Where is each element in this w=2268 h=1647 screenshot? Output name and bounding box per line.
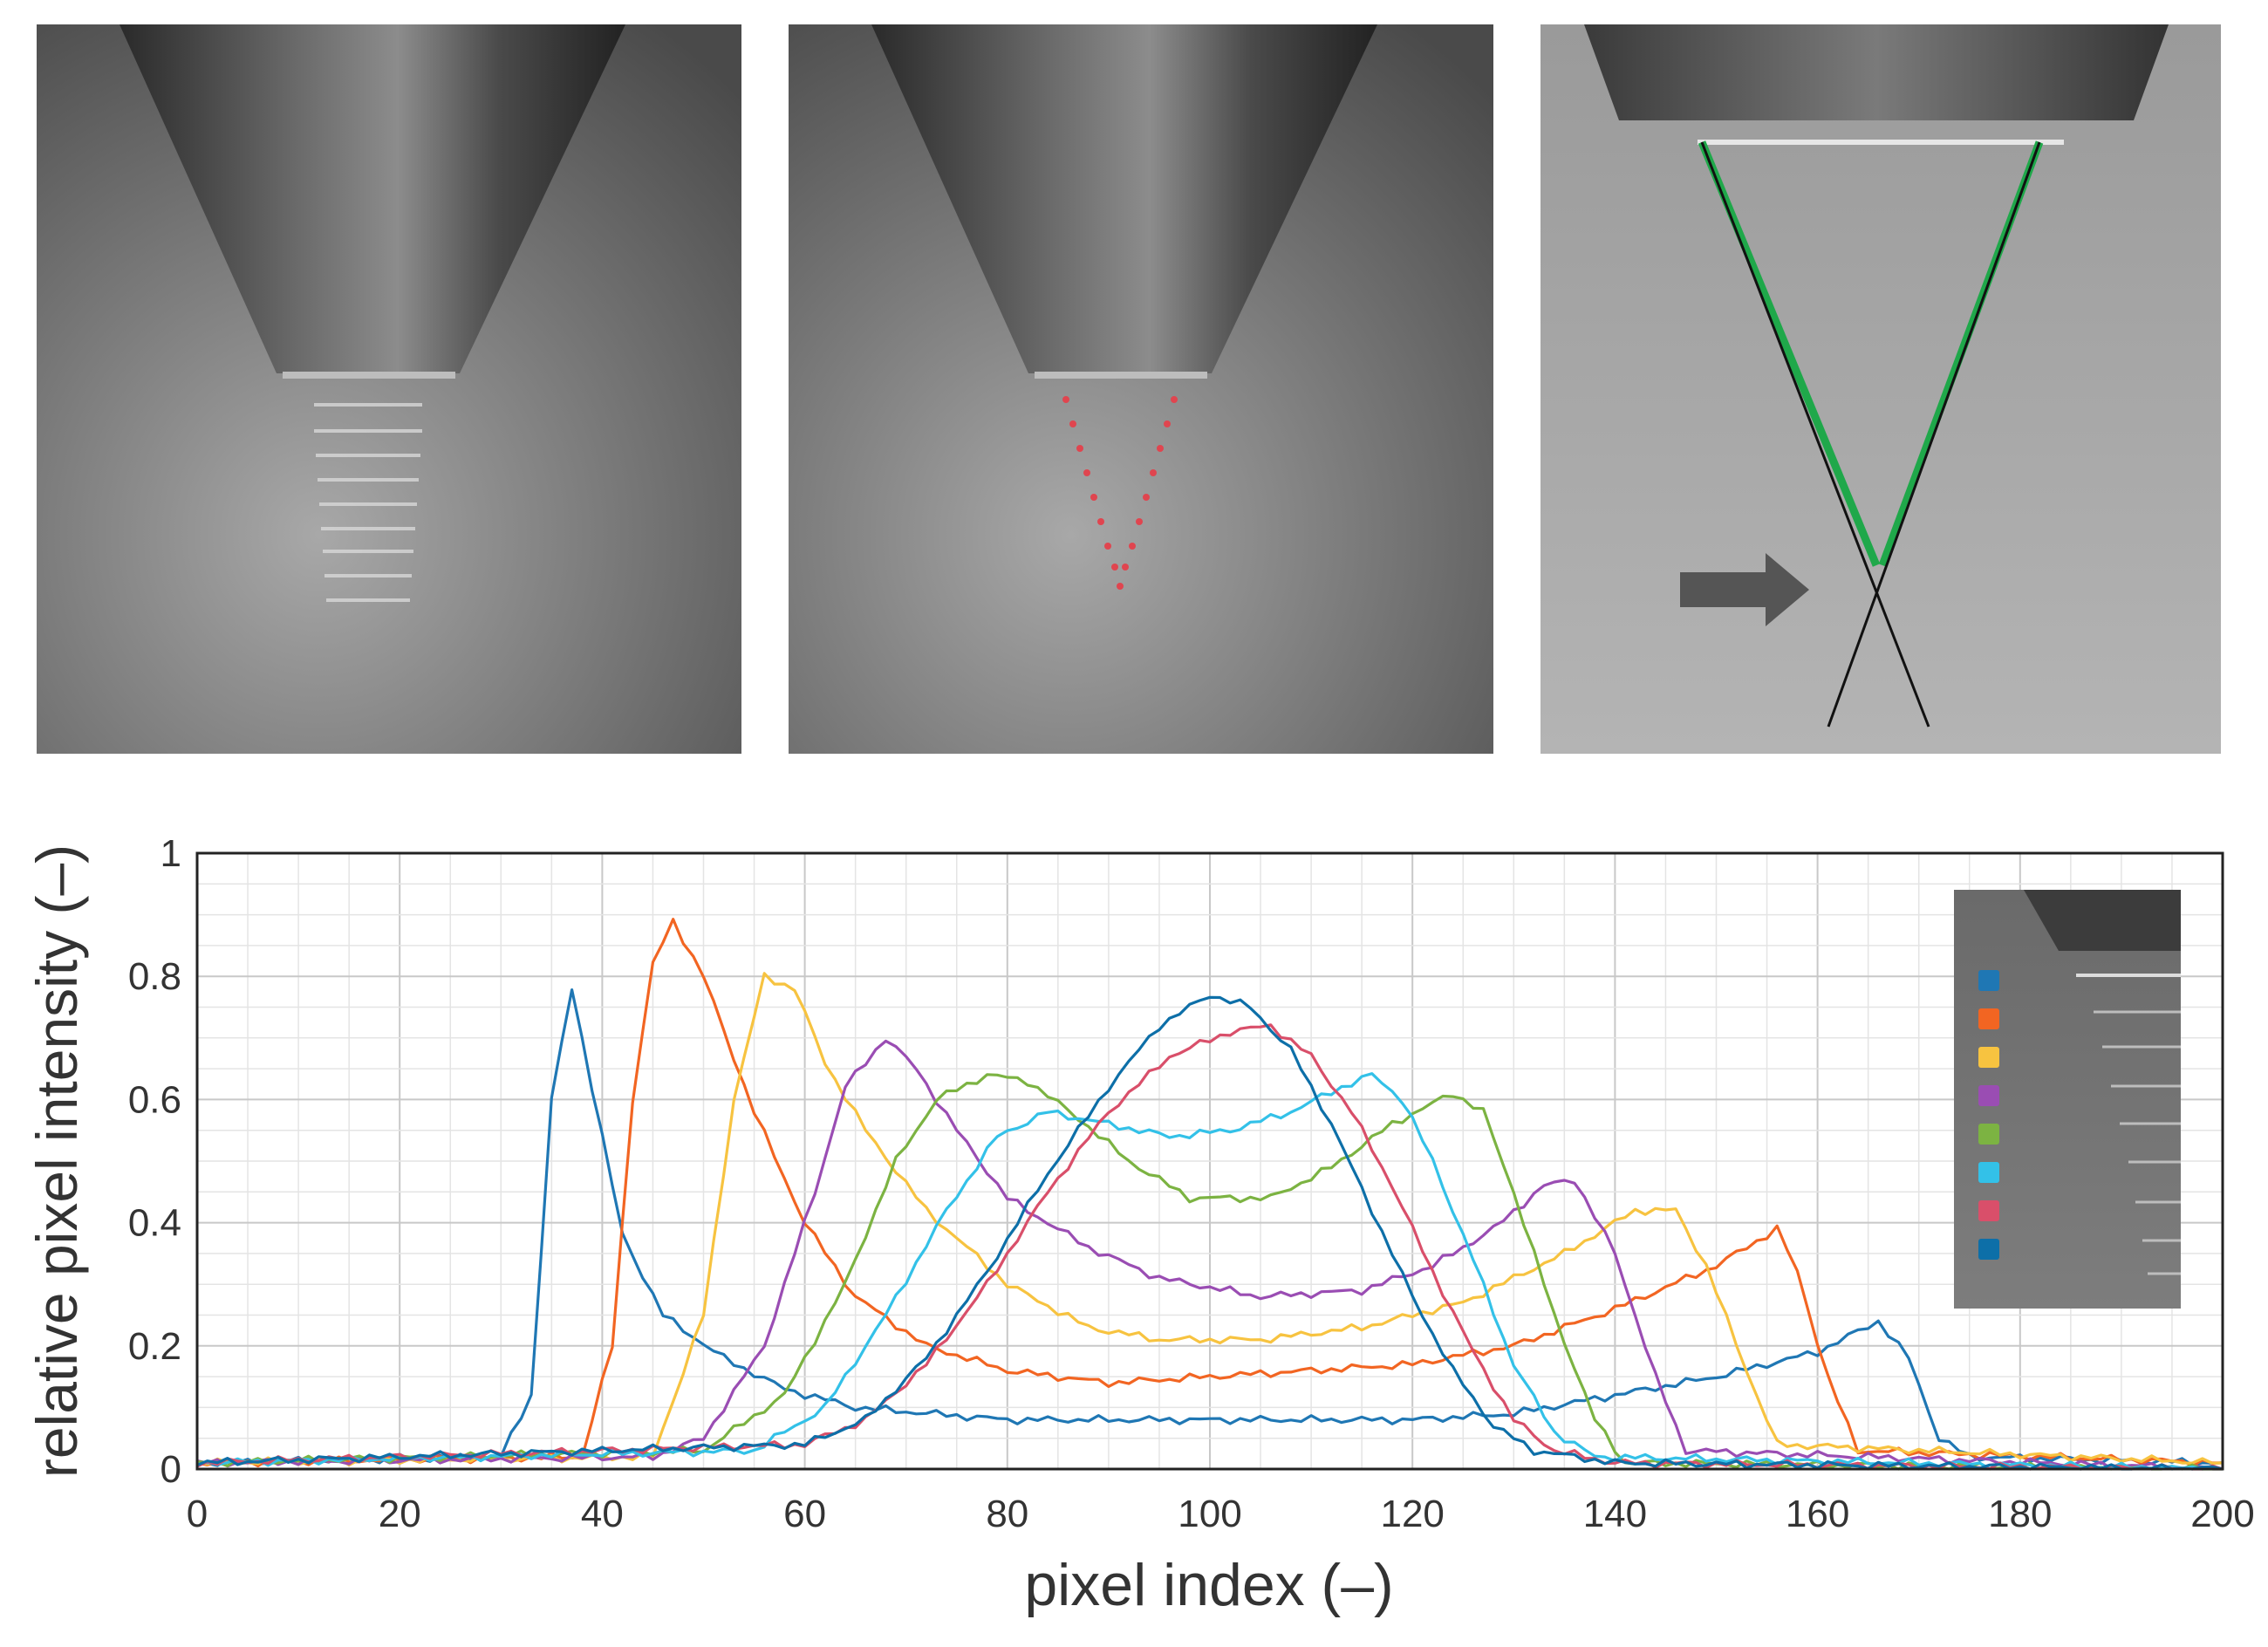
x-ticks: 0 20 40 60 80 100 120 140 160 180 200 — [187, 1493, 2255, 1535]
legend-swatch-4 — [1978, 1085, 1999, 1106]
slice-lines — [314, 403, 422, 602]
x-tick-label: 0 — [187, 1493, 208, 1535]
series-line-2 — [196, 918, 2224, 1468]
nozzle-cone — [120, 24, 625, 373]
plot-frame — [195, 851, 2224, 1471]
fit-line-left — [1698, 140, 1881, 567]
x-tick-label: 120 — [1380, 1493, 1444, 1535]
series — [196, 918, 2224, 1471]
legend-swatch-3 — [1978, 1047, 1999, 1068]
y-ticks: 0 0.2 0.4 0.6 0.8 1 — [128, 832, 181, 1491]
arrow-icon — [1680, 553, 1809, 626]
y-tick-label: 0.2 — [128, 1325, 181, 1368]
y-tick-label: 0.8 — [128, 955, 181, 998]
x-axis-label: pixel index (–) — [1024, 1552, 1393, 1618]
series-line-4 — [196, 1039, 2223, 1471]
x-tick-label: 140 — [1583, 1493, 1647, 1535]
legend-swatch-5 — [1978, 1124, 1999, 1145]
x-tick-label: 200 — [2190, 1493, 2254, 1535]
legend-swatch-7 — [1978, 1200, 1999, 1221]
legend-inset — [1954, 890, 2181, 1309]
grid — [196, 852, 2224, 1470]
legend-swatch-8 — [1978, 1239, 1999, 1260]
x-tick-label: 40 — [581, 1493, 624, 1535]
series-line-1 — [196, 988, 2224, 1467]
nozzle-photo-panel-2 — [789, 24, 1493, 754]
nozzle-photo-panel-1 — [37, 24, 741, 754]
legend-swatch-6 — [1978, 1162, 1999, 1183]
x-tick-label: 100 — [1178, 1493, 1241, 1535]
edge-dots — [1062, 396, 1178, 590]
x-tick-label: 60 — [783, 1493, 826, 1535]
series-line-8 — [196, 995, 2224, 1471]
legend-swatch-1 — [1978, 970, 1999, 991]
y-tick-label: 1 — [161, 832, 181, 875]
series-line-3 — [196, 972, 2224, 1466]
y-tick-label: 0.6 — [128, 1078, 181, 1121]
series-line-6 — [196, 1072, 2224, 1471]
series-line-7 — [196, 1023, 2224, 1471]
x-tick-label: 160 — [1786, 1493, 1849, 1535]
x-tick-label: 20 — [379, 1493, 421, 1535]
legend-swatch-2 — [1978, 1008, 1999, 1029]
x-tick-label: 180 — [1988, 1493, 2052, 1535]
y-tick-label: 0.4 — [128, 1202, 181, 1245]
nozzle-cone — [1584, 24, 2169, 120]
x-tick-label: 80 — [986, 1493, 1028, 1535]
nozzle-cone — [871, 24, 1377, 373]
nozzle-photo-panel-3 — [1540, 24, 2221, 754]
y-axis-label: relative pixel intensity (–) — [24, 844, 89, 1478]
series-line-5 — [196, 1073, 2223, 1471]
y-tick-label: 0 — [161, 1448, 181, 1491]
